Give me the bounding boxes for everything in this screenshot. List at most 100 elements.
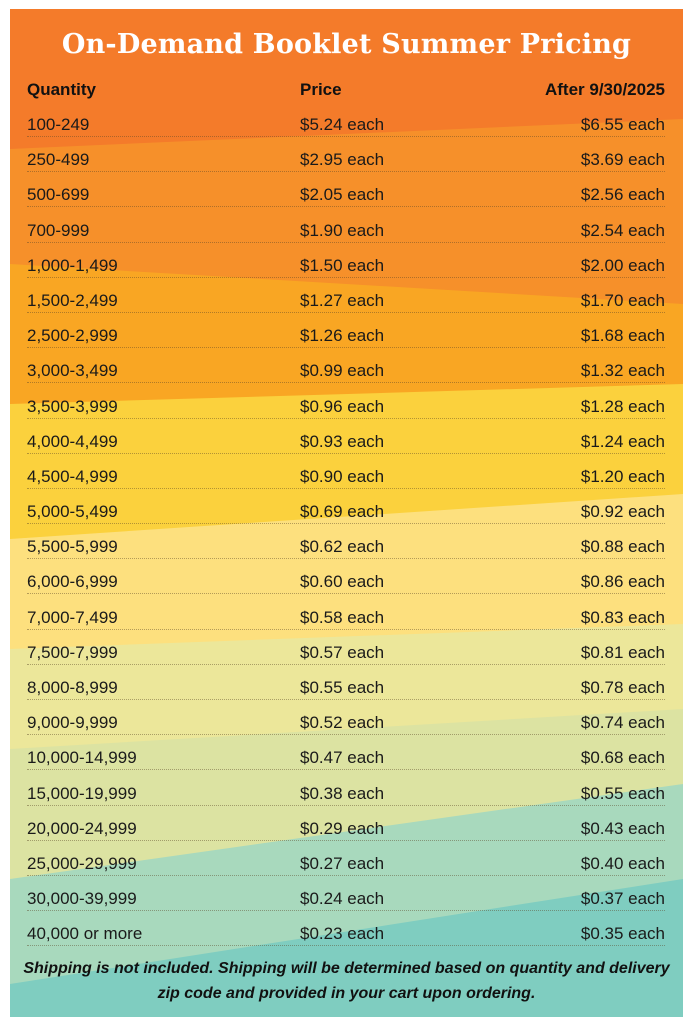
dotted-leader (27, 487, 665, 489)
table-header: Quantity Price After 9/30/2025 (10, 80, 683, 102)
price-cell: $0.90 each (300, 466, 385, 486)
table-row: 25,000-29,999 $0.27 each $0.40 each (10, 852, 683, 887)
gradient-background (10, 9, 683, 1017)
price-cell: $0.55 each (300, 678, 385, 697)
dotted-leader (27, 874, 665, 876)
after-price-cell: $0.81 each (580, 642, 665, 662)
quantity-cell: 700-999 (27, 220, 90, 240)
table-row: 250-499 $2.95 each $3.69 each (10, 148, 683, 183)
band-9 (10, 879, 683, 1017)
price-cell: $0.93 each (300, 431, 385, 451)
price-cell: $0.69 each (300, 502, 385, 522)
after-price-cell: $0.74 each (580, 713, 665, 733)
dotted-leader (27, 347, 665, 349)
after-price-cell: $0.43 each (580, 818, 665, 838)
dotted-leader (27, 206, 665, 208)
table-row: 8,000-8,999 $0.55 each $0.78 each (10, 676, 683, 711)
price-cell: $1.50 each (300, 255, 385, 275)
table-row: 30,000-39,999 $0.24 each $0.37 each (10, 887, 683, 922)
dotted-leader (27, 136, 665, 137)
pricing-card: On-Demand Booklet Summer Pricing Quantit… (10, 9, 683, 1017)
header-quantity: Quantity (27, 80, 96, 99)
quantity-cell: 10,000-14,999 (27, 748, 137, 768)
table-row: 700-999 $1.90 each $2.54 each (10, 219, 683, 254)
quantity-cell: 20,000-24,999 (27, 818, 137, 838)
dotted-leader (27, 839, 665, 841)
shipping-note: Shipping is not included. Shipping will … (23, 960, 670, 1002)
dotted-leader (27, 171, 665, 173)
price-cell: $0.58 each (300, 607, 385, 627)
table-row: 10,000-14,999 $0.47 each $0.68 each (10, 746, 683, 781)
price-cell: $0.38 each (300, 783, 385, 803)
quantity-cell: 3,000-3,499 (27, 361, 118, 381)
dotted-leader (27, 769, 665, 771)
price-cell: $0.29 each (300, 818, 385, 838)
price-cell: $1.26 each (300, 326, 385, 346)
price-cell: $0.23 each (300, 924, 385, 944)
quantity-cell: 3,500-3,999 (27, 396, 118, 416)
dotted-leader (27, 945, 665, 947)
dotted-leader (27, 241, 665, 243)
dotted-leader (27, 663, 665, 665)
dotted-leader (27, 699, 665, 700)
quantity-cell: 7,000-7,499 (27, 607, 118, 627)
quantity-cell: 5,500-5,999 (27, 537, 118, 557)
quantity-cell: 6,000-6,999 (27, 572, 118, 592)
quantity-cell: 1,000-1,499 (27, 255, 118, 275)
price-cell: $0.57 each (300, 642, 385, 662)
quantity-cell: 40,000 or more (27, 924, 143, 944)
price-cell: $0.52 each (300, 713, 385, 733)
after-price-cell: $2.54 each (580, 220, 665, 240)
quantity-cell: 5,000-5,499 (27, 502, 118, 522)
quantity-cell: 25,000-29,999 (27, 853, 137, 873)
table-row: 7,000-7,499 $0.58 each $0.83 each (10, 606, 683, 641)
after-price-cell: $0.35 each (580, 924, 665, 944)
price-cell: $0.24 each (300, 889, 385, 909)
after-price-cell: $0.68 each (580, 748, 665, 768)
table-row: 3,000-3,499 $0.99 each $1.32 each (10, 359, 683, 394)
dotted-leader (27, 558, 665, 560)
table-row: 3,500-3,999 $0.96 each $1.28 each (10, 395, 683, 430)
after-price-cell: $1.32 each (580, 361, 665, 381)
dotted-leader (27, 276, 665, 278)
price-cell: $2.95 each (300, 150, 385, 170)
table-row: 5,000-5,499 $0.69 each $0.92 each (10, 500, 683, 535)
dotted-leader (27, 910, 665, 912)
page-title: On-Demand Booklet Summer Pricing (61, 29, 632, 60)
after-price-cell: $0.86 each (580, 572, 665, 592)
quantity-cell: 4,500-4,999 (27, 466, 118, 486)
quantity-cell: 500-699 (27, 185, 90, 205)
table-row: 15,000-19,999 $0.38 each $0.55 each (10, 782, 683, 817)
dotted-leader (27, 734, 665, 736)
price-cell: $1.27 each (300, 290, 385, 310)
after-price-cell: $0.78 each (580, 678, 665, 697)
table-row: 4,500-4,999 $0.90 each $1.20 each (10, 465, 683, 500)
quantity-cell: 4,000-4,499 (27, 431, 118, 451)
after-price-cell: $1.20 each (580, 466, 665, 486)
dotted-leader (27, 804, 665, 806)
after-price-cell: $2.56 each (580, 185, 665, 205)
table-row: 20,000-24,999 $0.29 each $0.43 each (10, 817, 683, 852)
after-price-cell: $1.28 each (580, 396, 665, 416)
dotted-leader (27, 523, 665, 525)
table-row: 1,500-2,499 $1.27 each $1.70 each (10, 289, 683, 324)
table-row: 7,500-7,999 $0.57 each $0.81 each (10, 641, 683, 676)
after-price-cell: $2.00 each (580, 255, 665, 275)
price-cell: $2.05 each (300, 185, 385, 205)
after-price-cell: $0.83 each (580, 607, 665, 627)
price-cell: $0.47 each (300, 748, 385, 768)
table-row: 100-249 $5.24 each $6.55 each (10, 113, 683, 148)
quantity-cell: 100-249 (27, 115, 90, 134)
header-after-date: After 9/30/2025 (544, 80, 665, 99)
price-cell: $0.60 each (300, 572, 385, 592)
price-cell: $0.27 each (300, 853, 385, 873)
quantity-cell: 2,500-2,999 (27, 326, 118, 346)
price-cell: $1.90 each (300, 220, 385, 240)
after-price-cell: $1.24 each (580, 431, 665, 451)
table-row: 2,500-2,999 $1.26 each $1.68 each (10, 324, 683, 359)
price-cell: $5.24 each (300, 115, 385, 134)
table-row: 1,000-1,499 $1.50 each $2.00 each (10, 254, 683, 289)
after-price-cell: $1.68 each (580, 326, 665, 346)
table-row: 5,500-5,999 $0.62 each $0.88 each (10, 535, 683, 570)
after-price-cell: $1.70 each (580, 290, 665, 310)
